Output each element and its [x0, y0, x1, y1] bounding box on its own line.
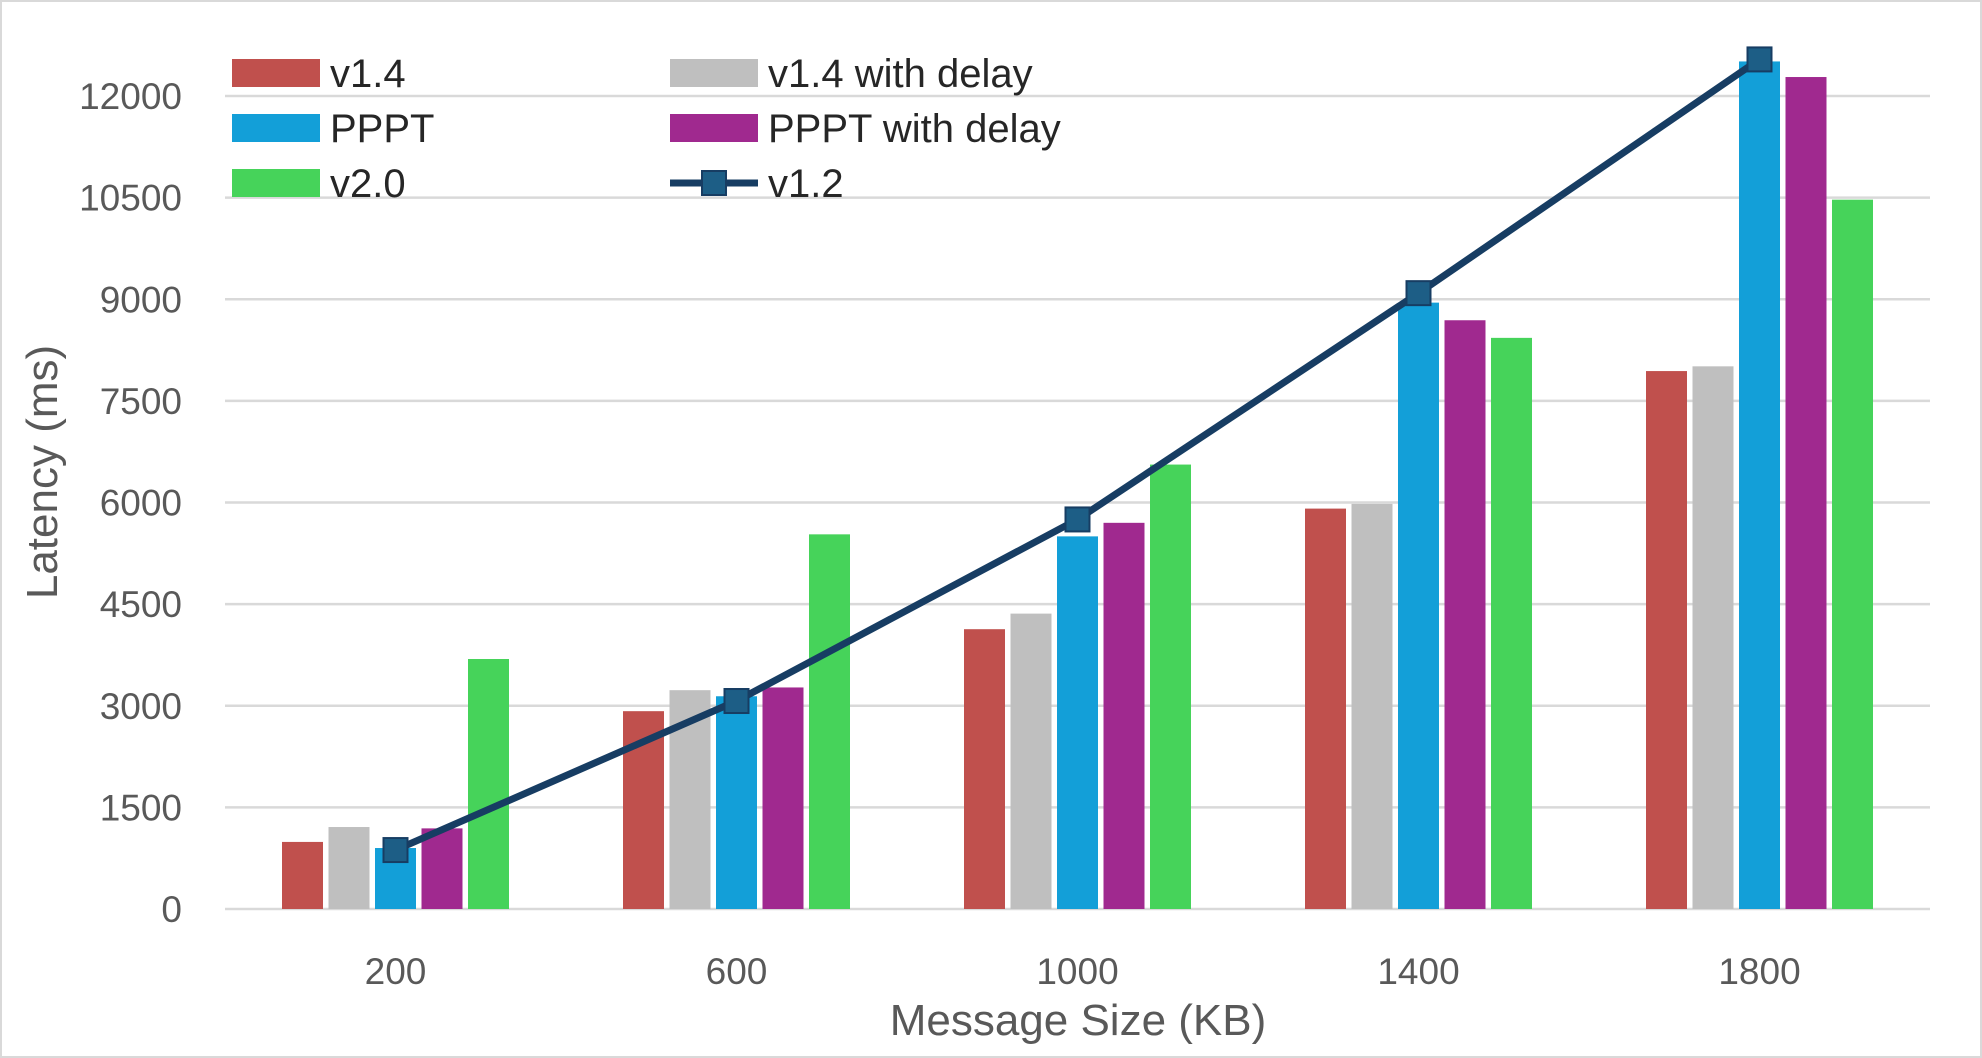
legend-label-v1-4-with-delay: v1.4 with delay	[768, 52, 1033, 96]
marker-v1-2	[723, 688, 750, 715]
bar-v2-0	[809, 534, 850, 909]
bar-pppt	[1739, 61, 1780, 909]
bar-v1-4-with-delay	[328, 827, 370, 909]
y-tick-label: 3000	[100, 686, 182, 727]
bars	[282, 61, 1873, 910]
bar-v1-4-with-delay	[1692, 366, 1734, 909]
y-tick-label: 12000	[79, 76, 182, 117]
bar-pppt-with-delay	[1103, 522, 1145, 909]
bar-pppt-with-delay	[1785, 77, 1827, 909]
bar-pppt-with-delay	[421, 828, 463, 909]
y-axis-ticks: 0 1500 3000 4500 6000 7500 9000 10500 12000	[79, 76, 182, 930]
bar-v1-4	[1646, 371, 1687, 909]
y-tick-label: 10500	[79, 178, 182, 219]
legend-label-v2-0: v2.0	[330, 162, 406, 206]
legend-label-v1-2: v1.2	[768, 162, 844, 206]
y-axis-title: Latency (ms)	[18, 345, 67, 599]
line-series	[382, 46, 1773, 864]
x-tick-label: 200	[365, 951, 427, 992]
marker-v1-2	[1405, 280, 1432, 307]
legend-label-v1-4: v1.4	[330, 52, 406, 96]
y-tick-label: 1500	[100, 787, 182, 828]
x-tick-label: 1800	[1718, 951, 1800, 992]
y-tick-label: 6000	[100, 483, 182, 524]
legend-swatch-v1-4-with-delay	[670, 59, 758, 87]
y-tick-label: 7500	[100, 381, 182, 422]
x-tick-label: 600	[706, 951, 768, 992]
bar-v1-4	[1305, 508, 1346, 909]
x-tick-label: 1000	[1036, 951, 1118, 992]
legend: v1.4 v1.4 with delay PPPT PPPT with delay v2…	[232, 52, 1061, 206]
x-axis-ticks: 200 600 1000 1400 1800	[365, 951, 1801, 992]
bar-pppt	[716, 696, 757, 909]
y-tick-label: 9000	[100, 279, 182, 320]
bar-pppt	[1398, 302, 1439, 909]
legend-swatch-pppt-with-delay	[670, 114, 758, 142]
bar-v2-0	[468, 659, 509, 909]
marker-v1-2	[382, 837, 409, 864]
bar-v2-0	[1150, 464, 1191, 909]
y-tick-label: 4500	[100, 584, 182, 625]
legend-swatch-v1-4	[232, 59, 320, 87]
bar-v2-0	[1491, 337, 1532, 909]
legend-label-pppt: PPPT	[330, 107, 434, 151]
legend-swatch-pppt	[232, 114, 320, 142]
bar-v1-4	[964, 629, 1005, 909]
y-tick-label: 0	[161, 889, 182, 930]
legend-marker-v1-2	[701, 170, 727, 196]
bar-v1-4-with-delay	[1010, 613, 1052, 909]
marker-v1-2	[1064, 506, 1091, 533]
marker-v1-2	[1746, 46, 1773, 73]
legend-label-pppt-with-delay: PPPT with delay	[768, 107, 1061, 151]
legend-swatch-v2-0	[232, 169, 320, 197]
x-tick-label: 1400	[1377, 951, 1459, 992]
bar-v1-4-with-delay	[1351, 503, 1393, 909]
gridlines	[225, 94, 1930, 911]
bar-pppt	[1057, 536, 1098, 909]
bar-pppt-with-delay	[1444, 320, 1486, 909]
bar-v2-0	[1832, 199, 1873, 910]
bar-pppt-with-delay	[762, 687, 804, 909]
x-axis-title: Message Size (KB)	[890, 996, 1267, 1045]
bar-v1-4	[282, 841, 323, 909]
